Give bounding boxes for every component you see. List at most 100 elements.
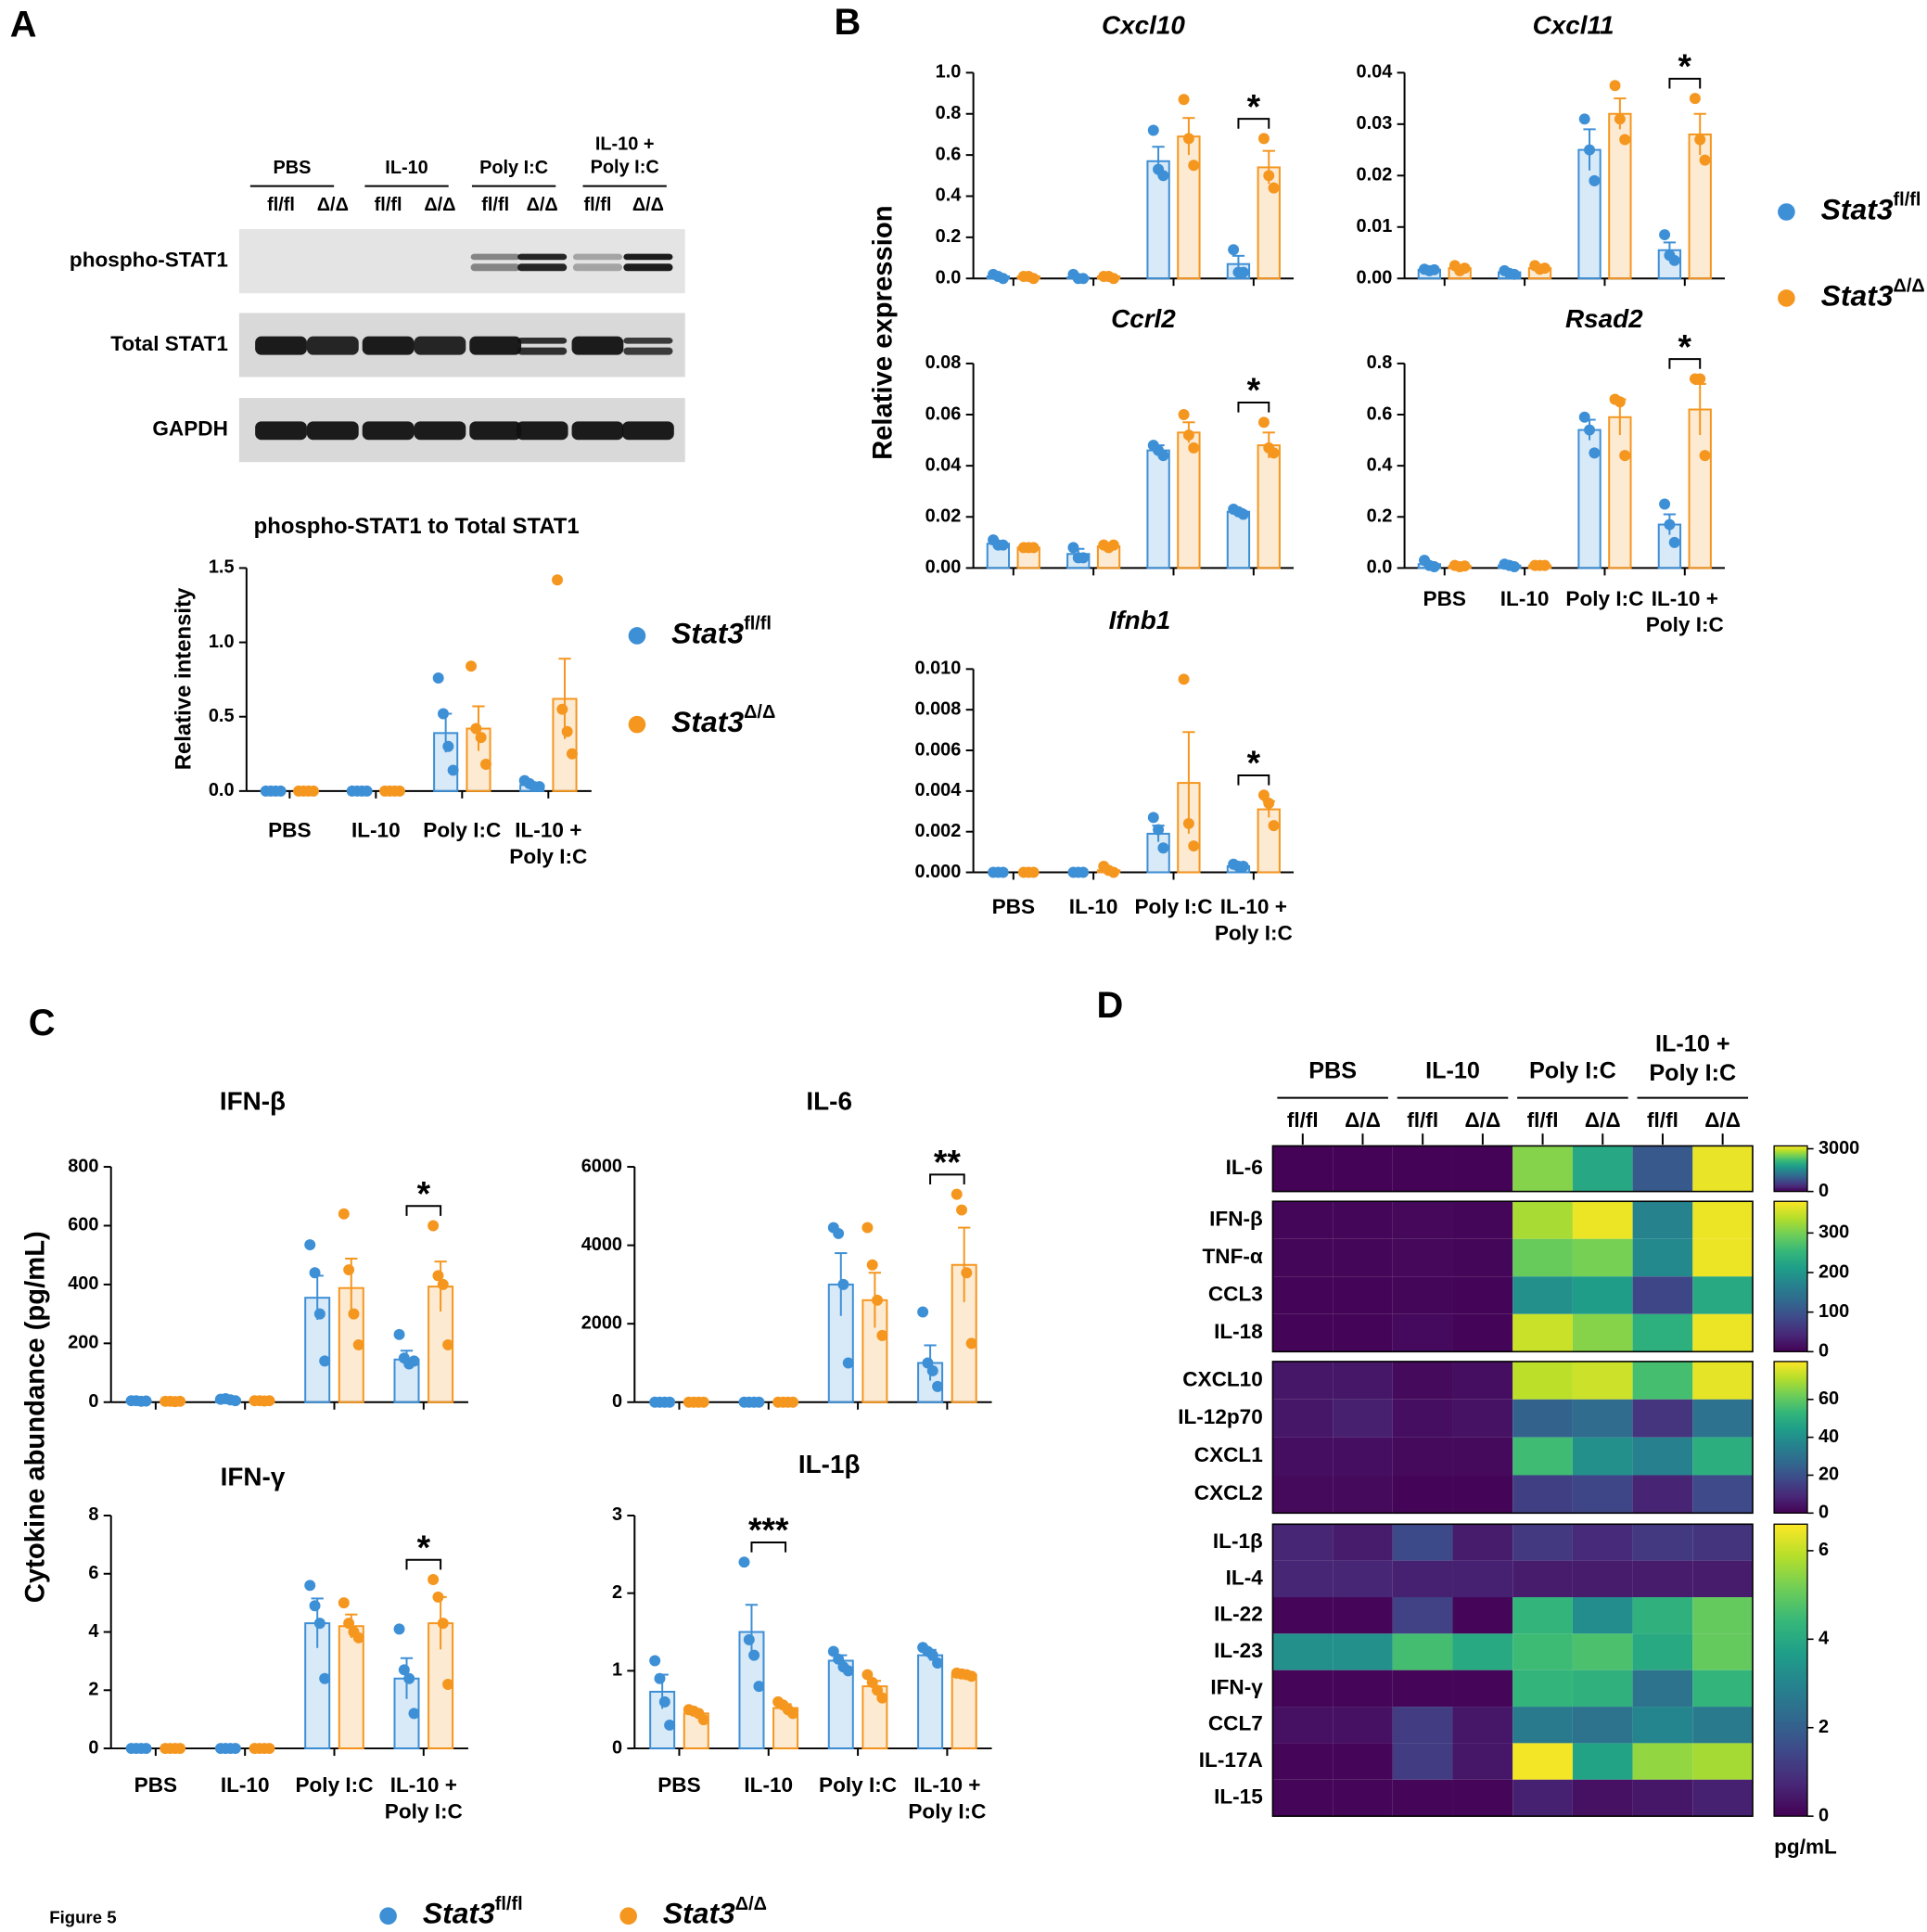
- data-point: [917, 1306, 929, 1318]
- heatmap-cell: [1392, 1361, 1453, 1400]
- data-point: [861, 1222, 874, 1234]
- bar: [1257, 444, 1281, 569]
- heatmap-cell: [1452, 1313, 1513, 1352]
- heatmap-cell: [1632, 1743, 1693, 1780]
- heatmap-cell: [1572, 1596, 1633, 1634]
- data-point: [876, 1692, 888, 1704]
- significance-label: *: [1678, 46, 1692, 85]
- data-point: [140, 1743, 152, 1755]
- heatmap-cell: [1392, 1437, 1453, 1476]
- heatmap-cell: [1392, 1524, 1453, 1561]
- heatmap-cell: [1333, 1361, 1393, 1400]
- chart-title: Cxcl10: [1102, 11, 1185, 40]
- blot-lane-label: Δ/Δ: [527, 195, 558, 215]
- significance-label: *: [1247, 370, 1261, 409]
- data-point: [664, 1719, 676, 1731]
- data-point: [876, 1329, 888, 1341]
- row-label: IL-22: [1214, 1603, 1263, 1626]
- colorbar: [1773, 1200, 1808, 1352]
- significance-bracket: [1237, 118, 1270, 129]
- data-point: [352, 1338, 364, 1350]
- y-tick-label: 0.6: [936, 144, 962, 164]
- blot-group-label: IL-10: [385, 158, 428, 178]
- data-point: [1668, 536, 1680, 548]
- data-point: [1659, 229, 1671, 241]
- heatmap-cell: [1392, 1560, 1453, 1597]
- text-line: Poly I:C: [908, 1799, 986, 1823]
- data-point: [965, 1670, 977, 1683]
- blot-band: [306, 336, 359, 355]
- heatmap-cell: [1692, 1524, 1754, 1561]
- y-tick-label: 200: [68, 1333, 98, 1353]
- data-point: [1614, 113, 1626, 125]
- data-point: [1668, 254, 1680, 266]
- colorbar: [1773, 1523, 1808, 1817]
- data-point: [997, 866, 1009, 878]
- significance-bracket: [929, 1173, 965, 1185]
- heatmap-cell: [1692, 1276, 1754, 1314]
- data-point: [308, 785, 319, 797]
- blot-band: [516, 421, 568, 441]
- y-tick-label: 0.8: [936, 103, 962, 123]
- text-line: Poly I:C: [385, 1799, 463, 1823]
- significance-label: *: [1678, 326, 1692, 365]
- chart-title: Cxcl11: [1533, 11, 1614, 40]
- heatmap-cell: [1272, 1524, 1334, 1561]
- bar: [304, 1622, 331, 1750]
- colorbar-tick-label: 2: [1819, 1717, 1829, 1737]
- data-point: [304, 1580, 316, 1592]
- heatmap-cell: [1272, 1560, 1334, 1597]
- legend-superscript: Δ/Δ: [744, 702, 775, 723]
- colorbar-tick-label: 300: [1819, 1222, 1849, 1243]
- colorbar-tick-label: 0: [1819, 1181, 1829, 1201]
- heatmap-cell: [1632, 1560, 1693, 1597]
- heatmap-cell: [1452, 1524, 1513, 1561]
- y-tick-label: 6000: [581, 1156, 622, 1176]
- heatmap-cell: [1452, 1399, 1513, 1438]
- blot-group-label: Poly I:C: [479, 158, 548, 178]
- blot-group-label: PBS: [274, 158, 312, 178]
- data-point: [432, 1591, 444, 1603]
- heatmap-cell: [1272, 1743, 1334, 1780]
- blot-band: [517, 337, 568, 344]
- bar: [1146, 449, 1170, 569]
- heatmap-cell: [1572, 1560, 1633, 1597]
- text-line: Poly I:C: [1646, 613, 1724, 636]
- blot-row-label: phospho-STAT1: [70, 249, 228, 272]
- bar: [1177, 431, 1201, 569]
- significance-bracket: [1668, 77, 1702, 89]
- column-label: Δ/Δ: [1704, 1108, 1741, 1132]
- data-point: [697, 1714, 709, 1726]
- significance-label: ***: [748, 1510, 789, 1549]
- data-point: [1107, 539, 1119, 551]
- colorbar-tick-label: 60: [1819, 1388, 1839, 1409]
- data-point: [1188, 160, 1200, 172]
- colorbar: [1773, 1361, 1808, 1514]
- heatmap-cell: [1632, 1707, 1693, 1744]
- y-tick-label: 8: [88, 1504, 98, 1525]
- chart-title: Ifnb1: [1109, 606, 1171, 634]
- data-point: [309, 1267, 321, 1279]
- heatmap-cell: [1632, 1201, 1693, 1239]
- colorbar-tick-label: 200: [1819, 1261, 1849, 1282]
- data-point: [753, 1681, 765, 1693]
- heatmap-cell: [1632, 1399, 1693, 1438]
- row-label: IL-18: [1214, 1320, 1263, 1343]
- data-point: [837, 1278, 849, 1290]
- heatmap-cell: [1632, 1437, 1693, 1476]
- blot-band: [469, 421, 522, 441]
- row-label: IFN-β: [1209, 1207, 1263, 1230]
- y-tick-label: 0.5: [209, 706, 235, 726]
- blot-band: [362, 421, 415, 441]
- data-point: [313, 1618, 325, 1630]
- y-tick-label: 0: [612, 1737, 622, 1758]
- text-line: IL-10 +: [913, 1773, 980, 1797]
- text-line: IL-10 +: [595, 134, 655, 155]
- heatmap-cell: [1333, 1313, 1393, 1352]
- data-point: [1268, 182, 1280, 194]
- heatmap-cell: [1572, 1633, 1633, 1670]
- blot-lane-label: fl/fl: [375, 195, 402, 215]
- legend-superscript: fl/fl: [1894, 190, 1921, 211]
- y-tick-label: 2000: [581, 1312, 622, 1333]
- data-point: [319, 1672, 331, 1684]
